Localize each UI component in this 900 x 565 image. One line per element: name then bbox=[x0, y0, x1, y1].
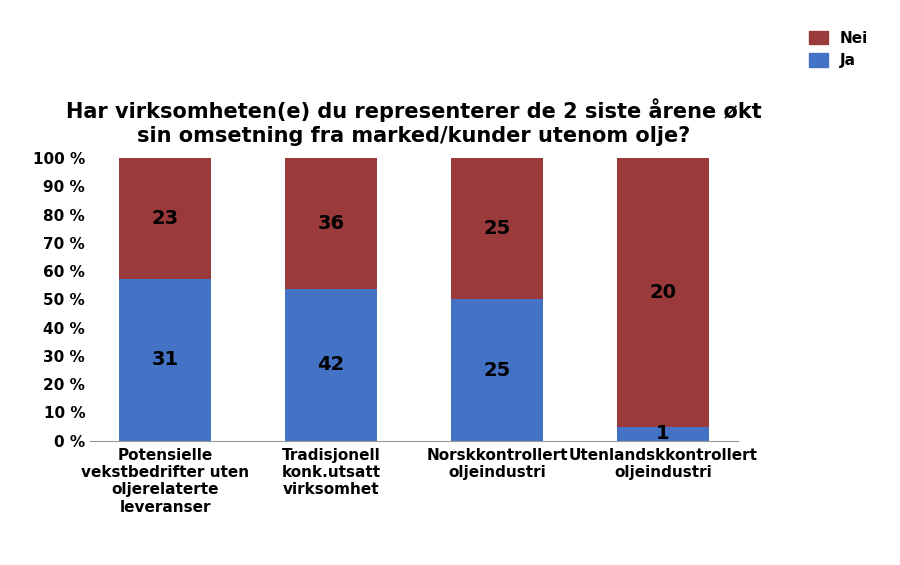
Text: 42: 42 bbox=[318, 355, 345, 374]
Text: 25: 25 bbox=[483, 219, 510, 238]
Legend: Nei, Ja: Nei, Ja bbox=[804, 25, 875, 75]
Bar bbox=[451, 299, 543, 441]
Bar bbox=[285, 158, 377, 289]
Text: 1: 1 bbox=[656, 424, 670, 444]
Text: 20: 20 bbox=[650, 283, 677, 302]
Bar bbox=[120, 279, 211, 441]
Text: 31: 31 bbox=[151, 350, 179, 369]
Text: 23: 23 bbox=[151, 209, 179, 228]
Title: Har virksomheten(e) du representerer de 2 siste årene økt
sin omsetning fra mark: Har virksomheten(e) du representerer de … bbox=[66, 98, 762, 146]
Bar bbox=[120, 158, 211, 279]
Bar bbox=[617, 427, 708, 441]
Text: 25: 25 bbox=[483, 360, 510, 380]
Bar bbox=[451, 158, 543, 299]
Bar bbox=[617, 158, 708, 427]
Bar bbox=[285, 289, 377, 441]
Text: 36: 36 bbox=[318, 214, 345, 233]
